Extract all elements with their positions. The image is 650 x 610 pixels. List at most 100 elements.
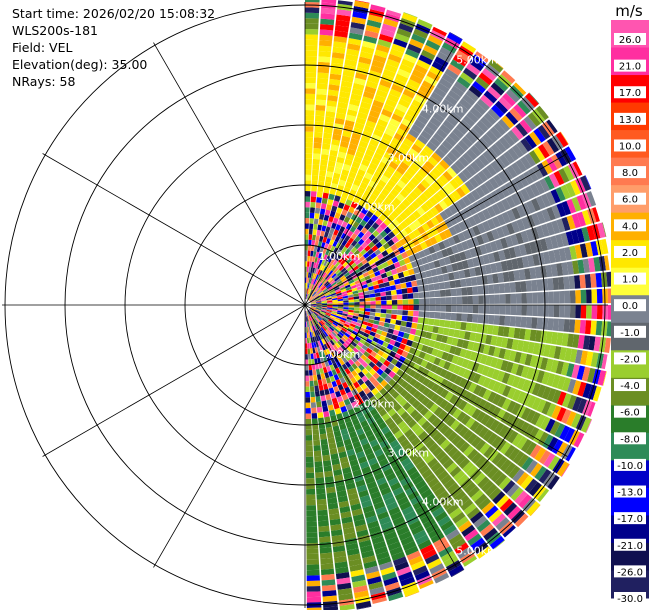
velocity-cell	[537, 305, 544, 317]
velocity-cell	[306, 607, 322, 610]
velocity-cell	[391, 551, 406, 561]
velocity-cell	[325, 255, 331, 262]
velocity-cell	[438, 174, 449, 185]
velocity-cell	[395, 448, 406, 458]
velocity-cell	[316, 488, 326, 495]
velocity-cell	[339, 214, 346, 221]
velocity-cell	[305, 34, 318, 41]
velocity-cell	[336, 9, 352, 17]
velocity-cell	[374, 292, 381, 297]
velocity-cell	[588, 257, 596, 273]
velocity-cell	[563, 427, 576, 443]
velocity-cell	[383, 359, 391, 367]
velocity-cell	[309, 308, 315, 312]
velocity-cell	[361, 361, 369, 368]
velocity-cell	[429, 136, 441, 148]
velocity-cell	[308, 309, 313, 314]
velocity-cell	[388, 142, 399, 152]
velocity-cell	[372, 364, 380, 372]
velocity-cell	[399, 277, 406, 284]
velocity-cell	[314, 385, 320, 392]
velocity-cell	[391, 83, 404, 94]
velocity-cell	[527, 168, 539, 182]
velocity-cell	[532, 165, 544, 180]
velocity-cell	[411, 33, 427, 44]
velocity-cell	[358, 310, 365, 315]
velocity-cell	[360, 248, 367, 256]
velocity-cell	[357, 316, 364, 321]
velocity-cell	[361, 344, 369, 351]
velocity-cell	[309, 223, 314, 230]
velocity-cell	[470, 511, 484, 524]
velocity-cell	[486, 274, 494, 284]
velocity-cell	[320, 230, 325, 237]
velocity-cell	[417, 225, 426, 235]
velocity-cell	[347, 314, 354, 318]
velocity-cell	[364, 305, 371, 309]
velocity-cell	[449, 31, 463, 40]
velocity-cell	[472, 225, 481, 236]
velocity-cell	[318, 291, 324, 296]
azimuth-spoke	[42, 153, 306, 306]
velocity-cell	[329, 364, 335, 371]
velocity-cell	[385, 247, 394, 255]
velocity-cell	[327, 160, 336, 168]
velocity-cell	[415, 196, 425, 207]
velocity-cell	[306, 553, 319, 560]
velocity-cell	[316, 346, 321, 353]
velocity-cell	[389, 350, 397, 358]
velocity-cell	[329, 239, 335, 246]
velocity-cell	[310, 300, 316, 303]
velocity-cell	[400, 175, 410, 185]
velocity-cell	[507, 147, 520, 161]
velocity-cell	[381, 305, 387, 309]
velocity-cell	[388, 263, 396, 271]
velocity-cell	[306, 559, 320, 565]
velocity-cell	[350, 213, 358, 221]
velocity-cell	[346, 257, 353, 264]
velocity-cell	[378, 561, 394, 571]
colorbar-tick-bg	[614, 299, 646, 312]
velocity-cell	[422, 548, 437, 560]
velocity-cell	[493, 422, 505, 435]
velocity-cell	[316, 329, 321, 335]
velocity-cell	[350, 349, 357, 357]
velocity-cell	[322, 220, 328, 227]
velocity-cell	[311, 291, 316, 296]
velocity-cell	[481, 401, 492, 413]
velocity-cell	[402, 270, 410, 277]
velocity-cell	[461, 287, 468, 296]
velocity-cell	[400, 535, 415, 546]
velocity-cell	[406, 352, 414, 361]
velocity-cell	[421, 222, 430, 232]
velocity-cell	[316, 197, 322, 204]
velocity-cell	[379, 79, 392, 89]
velocity-cell	[392, 382, 401, 391]
velocity-cell	[434, 56, 449, 68]
velocity-cell	[345, 420, 354, 429]
velocity-cell	[327, 306, 333, 308]
velocity-cell	[548, 305, 554, 317]
velocity-cell	[389, 201, 398, 210]
velocity-cell	[536, 399, 547, 413]
velocity-cell	[369, 439, 379, 448]
velocity-cell	[374, 333, 381, 339]
velocity-cell	[326, 308, 333, 311]
velocity-cell	[316, 246, 321, 253]
velocity-cell	[474, 157, 486, 170]
velocity-cell	[343, 307, 349, 310]
velocity-cell	[412, 565, 428, 576]
velocity-cell	[327, 502, 339, 510]
velocity-cell	[513, 245, 522, 258]
velocity-cell	[380, 371, 388, 380]
velocity-cell	[313, 330, 318, 337]
velocity-cell	[311, 239, 316, 246]
velocity-cell	[459, 251, 467, 261]
velocity-cell	[466, 360, 475, 371]
velocity-cell	[427, 171, 438, 182]
velocity-cell	[348, 32, 363, 41]
velocity-cell	[590, 241, 599, 256]
velocity-cell	[566, 215, 576, 230]
velocity-cell	[495, 408, 506, 422]
velocity-cell	[351, 418, 360, 426]
